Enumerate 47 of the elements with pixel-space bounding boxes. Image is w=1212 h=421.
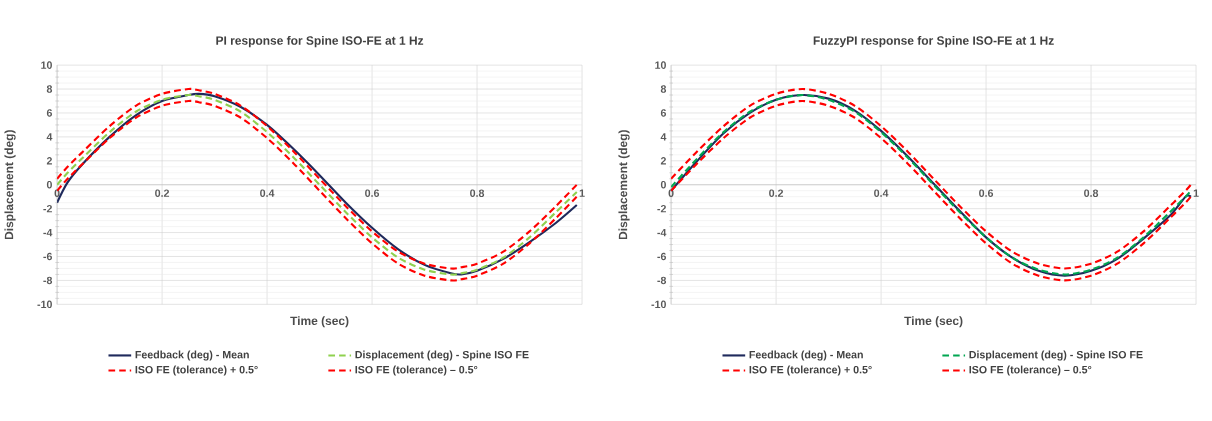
- x-tick-label: 0.4: [874, 189, 889, 197]
- y-tick-label: -8: [43, 276, 53, 285]
- y-tick-label: -8: [657, 276, 667, 285]
- y-tick-label: 8: [46, 85, 53, 93]
- y-tick-label: 0: [46, 180, 52, 189]
- y-tick-label: -6: [43, 252, 53, 261]
- x-tick-label: 0.6: [365, 189, 380, 197]
- x-tick-label: 0.6: [979, 189, 994, 197]
- y-tick-label: 8: [660, 85, 667, 93]
- y-tick-label: 4: [46, 133, 53, 141]
- y-tick-label: -4: [43, 228, 53, 237]
- y-tick-label: 10: [655, 61, 666, 69]
- legend-label: ISO FE (tolerance) – 0.5°: [355, 365, 478, 376]
- x-tick-label: 0.4: [260, 189, 275, 197]
- y-tick-label: 6: [46, 109, 53, 117]
- x-axis-title: Time (sec): [290, 316, 349, 328]
- legend-label: Feedback (deg) - Mean: [749, 350, 863, 361]
- y-tick-label: -2: [43, 204, 52, 213]
- y-tick-label: 0: [660, 180, 666, 189]
- legend-label: ISO FE (tolerance) + 0.5°: [135, 365, 258, 376]
- x-tick-label: 0: [54, 189, 60, 197]
- chart-title: PI response for Spine ISO-FE at 1 Hz: [216, 35, 424, 47]
- y-tick-label: 4: [660, 133, 667, 141]
- x-axis-title: Time (sec): [904, 316, 963, 328]
- y-tick-label: 10: [41, 61, 52, 69]
- x-tick-label: 0.2: [155, 189, 170, 197]
- legend-label: Feedback (deg) - Mean: [135, 350, 249, 361]
- y-tick-label: -6: [657, 252, 667, 261]
- y-tick-label: -4: [657, 228, 667, 237]
- y-tick-label: 2: [46, 156, 52, 165]
- x-tick-label: 0.2: [769, 189, 784, 197]
- y-tick-label: -2: [657, 204, 666, 213]
- y-axis-title: Displacement (deg): [4, 130, 16, 239]
- y-tick-label: -10: [37, 300, 52, 308]
- x-tick-label: 1: [1193, 189, 1199, 197]
- y-axis-title: Displacement (deg): [618, 130, 630, 239]
- legend-label: ISO FE (tolerance) – 0.5°: [969, 365, 1092, 376]
- x-tick-label: 0.8: [470, 189, 485, 197]
- y-tick-label: -10: [651, 300, 666, 308]
- x-tick-label: 0.8: [1084, 189, 1099, 197]
- legend-label: ISO FE (tolerance) + 0.5°: [749, 365, 872, 376]
- legend-label: Displacement (deg) - Spine ISO FE: [355, 350, 529, 361]
- chart-title: FuzzyPI response for Spine ISO-FE at 1 Hz: [813, 35, 1054, 47]
- legend-label: Displacement (deg) - Spine ISO FE: [969, 350, 1143, 361]
- y-tick-label: 6: [660, 109, 667, 117]
- x-tick-label: 1: [579, 189, 585, 197]
- y-tick-label: 2: [660, 156, 666, 165]
